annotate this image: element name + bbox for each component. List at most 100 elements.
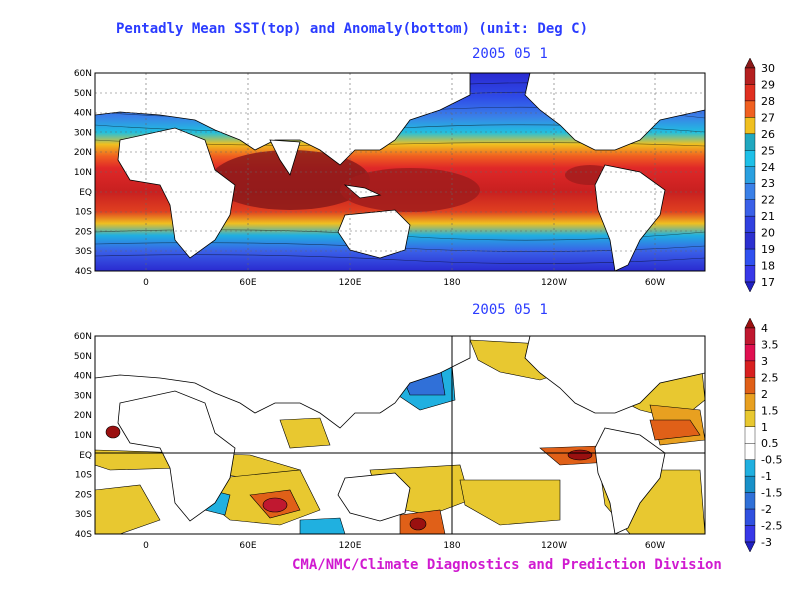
figure-title: Pentadly Mean SST(top) and Anomaly(botto… (116, 21, 588, 37)
india (269, 139, 301, 176)
bottom-colorbar-label: -2.5 (761, 520, 782, 533)
bottom-lon-label: 120W (541, 541, 567, 551)
bottom-colorbar-swatch (744, 508, 756, 526)
bottom-colorbar-swatch (744, 344, 756, 362)
bottom-land (95, 336, 705, 534)
top-colorbar-label: 20 (761, 227, 775, 240)
indian-warm-pool (210, 150, 370, 210)
top-colorbar-label: 24 (761, 161, 775, 174)
bottom-colorbar-label: 3 (761, 355, 768, 368)
bottom-map-frame (94, 335, 706, 535)
bottom-date-label: 2005 05 1 (472, 302, 548, 318)
bottom-colorbar-swatch (744, 475, 756, 493)
top-colorbar: 30 29 28 27 26 25 24 23 22 21 20 19 18 17 (744, 57, 775, 293)
top-lon-label: 60E (239, 278, 256, 288)
bottom-colorbar-label: -1 (761, 470, 772, 483)
bottom-panel: 2005 05 1 (74, 302, 782, 553)
west-pacific-warm-pool (340, 168, 480, 212)
top-colorbar-swatch (744, 183, 756, 200)
top-colorbar-label: 29 (761, 78, 775, 91)
bottom-colorbar-swatch (744, 492, 756, 510)
top-colorbar-swatch (744, 150, 756, 167)
bottom-lon-label: 60E (239, 541, 256, 551)
bottom-lat-label: 60N (74, 332, 92, 342)
bottom-colorbar-label: 4 (761, 322, 768, 335)
top-lat-label: 10N (74, 168, 92, 178)
top-colorbar-swatch (744, 215, 756, 233)
top-colorbar-label: 27 (761, 111, 775, 124)
bottom-colorbar-swatch (744, 393, 756, 411)
top-colorbar-swatch (744, 84, 756, 102)
top-lat-label: EQ (79, 188, 92, 198)
bottom-lat-axis: 60N 50N 40N 30N 20N 10N EQ 10S 20S 30S 40S (74, 332, 92, 540)
bottom-lon-label: 60W (645, 541, 665, 551)
africa (117, 127, 236, 259)
top-lat-label: 40N (74, 109, 92, 119)
bottom-lat-label: 20S (75, 490, 92, 500)
top-lat-label: 10S (75, 208, 92, 218)
top-colorbar-top-arrow (744, 57, 756, 69)
top-lon-label: 120W (541, 278, 567, 288)
top-lat-label: 20N (74, 148, 92, 158)
top-lat-label: 50N (74, 89, 92, 99)
bottom-colorbar-label: -1.5 (761, 487, 782, 500)
top-colorbar-label: 21 (761, 210, 775, 223)
bottom-colorbar-label: 0.5 (761, 437, 779, 450)
top-colorbar-swatch (744, 133, 756, 151)
top-lat-label: 30N (74, 128, 92, 138)
bottom-colorbar-swatch (744, 426, 756, 444)
top-lat-axis: 60N 50N 40N 30N 20N 10N EQ 10S 20S 30S 40S (74, 69, 92, 277)
top-map-frame (94, 72, 706, 272)
top-grid (95, 73, 705, 271)
top-colorbar-swatch (744, 232, 756, 250)
top-colorbar-swatch (744, 117, 756, 135)
bottom-lat-label: 50N (74, 352, 92, 362)
bottom-colorbar-swatch (744, 377, 756, 395)
bottom-colorbar-swatch (744, 459, 756, 477)
bottom-colorbar: 4 3.5 3 2.5 2 1.5 1 0.5 -0.5 -1 -1.5 -2 -2.5 -3 (744, 317, 782, 553)
top-colorbar-label: 26 (761, 128, 775, 141)
bottom-colorbar-swatch (744, 360, 756, 378)
bottom-colorbar-swatch (744, 327, 756, 345)
top-colorbar-swatch (744, 265, 756, 283)
bottom-colorbar-bottom-arrow (744, 541, 756, 553)
bottom-colorbar-top-arrow (744, 317, 756, 329)
indonesia (343, 184, 382, 199)
top-colorbar-swatch (744, 248, 756, 266)
top-colorbar-label: 19 (761, 243, 775, 256)
top-land (95, 73, 705, 271)
top-colorbar-swatch (744, 166, 756, 184)
bottom-lat-label: 10S (75, 471, 92, 481)
top-lon-label: 180 (443, 278, 460, 288)
north-america (524, 73, 705, 151)
bottom-lat-label: 40S (75, 530, 92, 540)
top-lon-label: 60W (645, 278, 665, 288)
bottom-colorbar-swatch (744, 525, 756, 543)
top-colorbar-bottom-arrow (744, 281, 756, 293)
bottom-lat-label: 40N (74, 372, 92, 382)
top-date-label: 2005 05 1 (472, 46, 548, 62)
top-colorbar-label: 22 (761, 194, 775, 207)
bottom-colorbar-label: -3 (761, 536, 772, 549)
top-lat-label: 40S (75, 267, 92, 277)
bottom-lon-label: 180 (443, 541, 460, 551)
bottom-lon-label: 0 (143, 541, 149, 551)
top-colorbar-label: 30 (761, 62, 775, 75)
top-colorbar-label: 23 (761, 177, 775, 190)
bottom-colorbar-label: -0.5 (761, 454, 782, 467)
bottom-lat-label: 10N (74, 431, 92, 441)
top-colorbar-swatch (744, 199, 756, 217)
bottom-lat-label: 30S (75, 510, 92, 520)
bottom-colorbar-label: 2 (761, 388, 768, 401)
top-panel: 2005 05 1 (74, 46, 775, 293)
bottom-colorbar-label: 3.5 (761, 338, 779, 351)
top-colorbar-label: 18 (761, 260, 775, 273)
top-lon-axis: 0 60E 120E 180 120W 60W (143, 278, 665, 288)
bottom-colorbar-swatch (744, 410, 756, 427)
bottom-colorbar-label: 1.5 (761, 404, 779, 417)
bottom-colorbar-label: 1 (761, 421, 768, 434)
top-lat-label: 60N (74, 69, 92, 79)
bottom-lat-label: EQ (79, 451, 92, 461)
bottom-lat-label: 30N (74, 391, 92, 401)
